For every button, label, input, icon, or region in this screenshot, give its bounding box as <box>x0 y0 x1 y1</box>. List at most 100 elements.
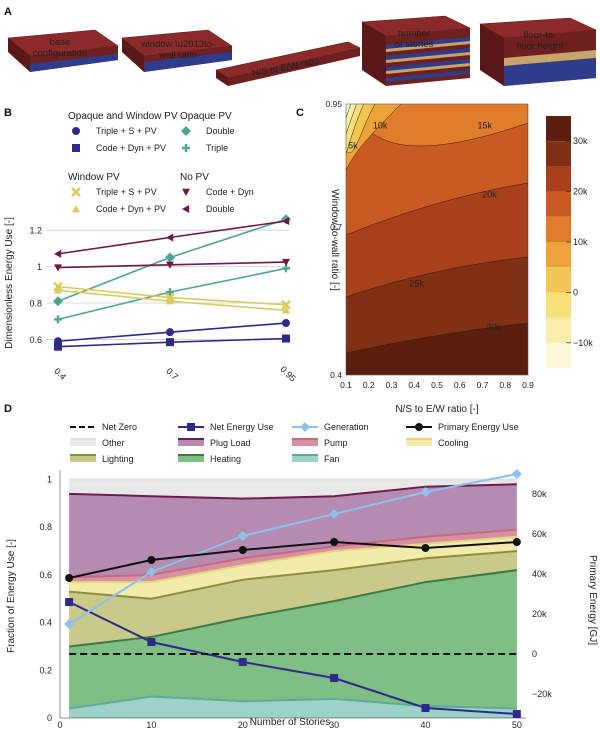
area-edge-heating <box>69 569 517 648</box>
y-axis-label: Dimensionless Energy Use [-] <box>4 217 15 349</box>
data-point-opaque-and-window-pv-code-dyn-pv-0 <box>54 342 62 351</box>
legend-marker-no-pv-code-dyn <box>182 188 190 196</box>
legend-label-opaque-and-window-pv-triple-s-pv: Triple + S + PV <box>96 126 157 136</box>
d-y2-tick-label-0: −20k <box>532 689 552 699</box>
panel-letter-a: A <box>4 6 12 18</box>
legend-marker-window-pv-code-dyn-pv <box>72 205 80 213</box>
d-y-tick-label-1: 0.2 <box>39 665 52 675</box>
legend-swatch-heating <box>178 455 204 462</box>
colorbar-tick-label-1: 0 <box>573 287 578 297</box>
colorbar-swatch-1 <box>546 317 571 343</box>
x-tick-label-2: 0.95 <box>278 364 297 383</box>
colorbar-swatch-8 <box>546 141 571 167</box>
c-x-tick-label-1: 0.2 <box>363 380 375 390</box>
data-point-generation-2 <box>237 531 248 541</box>
d-y-tick-label-5: 1 <box>47 475 52 485</box>
y-tick-label-2: 1 <box>37 262 42 272</box>
data-point-primary-energy-use-3 <box>330 538 339 546</box>
y-tick-label-1: 0.8 <box>29 299 42 309</box>
colorbar-tick-label-3: 20k <box>573 187 588 197</box>
building-label-4-line2: of stories <box>395 39 434 50</box>
d-y2-tick-label-2: 20k <box>532 609 547 619</box>
d-y2-tick-label-3: 40k <box>532 569 547 579</box>
panel-d-chart: Net Zero Net Energy Use Generation Primary … <box>6 422 598 730</box>
d-y2-tick-label-1: 0 <box>532 649 537 659</box>
c-x-axis-label: N/S to E/W ratio [-] <box>395 404 479 415</box>
colorbar-swatch-7 <box>546 166 571 192</box>
c-x-tick-label-3: 0.4 <box>408 380 420 390</box>
legend-label-no-pv-double: Double <box>206 204 235 214</box>
series-line-generation <box>68 473 518 625</box>
legend-marker-opaque-pv-triple <box>182 144 190 152</box>
data-point-primary-energy-use-1 <box>147 556 156 564</box>
legend-label-cooling: Cooling <box>438 438 469 448</box>
data-point-no-pv-double-0 <box>54 249 62 258</box>
building-label-5-line2: floor height <box>516 41 563 52</box>
data-point-generation-3 <box>329 509 340 519</box>
data-point-opaque-pv-double-0 <box>53 296 63 307</box>
c-y-tick-label-2: 0.95 <box>325 99 342 109</box>
d-y2-axis-label: Primary Energy [GJ] <box>587 555 598 645</box>
contour-label-1: 10k <box>373 121 388 131</box>
c-x-tick-label-4: 0.5 <box>431 380 443 390</box>
building-floor-height: floor-to- floor height <box>479 17 598 86</box>
legend-swatch-fan <box>292 455 318 462</box>
data-point-net-energy-use-1 <box>147 638 156 646</box>
legend-label-primary-energy-use: Primary Energy Use <box>438 422 519 432</box>
data-point-generation-5 <box>511 469 522 479</box>
d-y2-tick-label-5: 80k <box>532 489 547 499</box>
colorbar-swatch-4 <box>546 242 571 268</box>
y-tick-label-3: 1.2 <box>29 226 42 236</box>
colorbar-swatch-3 <box>546 267 571 293</box>
contour-label-0: 5k <box>348 140 358 150</box>
contour-label-3: 20k <box>482 190 497 200</box>
d-y-axis-label: Fraction of Energy Use [-] <box>6 539 17 653</box>
building-label-2-line1: window \u2013to- <box>140 39 215 50</box>
building-wwr: window \u2013to- wall ratio <box>121 29 233 72</box>
data-point-opaque-and-window-pv-triple-s-pv-1 <box>166 328 174 337</box>
colorbar-tick-label-2: 10k <box>573 237 588 247</box>
d-x-tick-label-5: 50 <box>512 720 522 730</box>
series-line-net-energy-use <box>68 601 517 715</box>
data-point-net-energy-use-2 <box>238 658 247 666</box>
legend-label-opaque-and-window-pv-code-dyn-pv: Code + Dyn + PV <box>96 143 166 153</box>
legend-marker-net-energy-use <box>187 423 195 431</box>
series-line-primary-energy-use <box>68 540 517 579</box>
contour-bands <box>346 104 528 375</box>
data-point-opaque-pv-triple-0 <box>54 315 62 324</box>
building-label-1-line2: configuration <box>33 48 87 59</box>
legend-label-fan: Fan <box>324 454 340 464</box>
legend-label-plug-load: Plug Load <box>210 438 251 448</box>
legend-label-other: Other <box>102 438 125 448</box>
legend-label-heating: Heating <box>210 454 241 464</box>
area-fan <box>69 696 517 718</box>
panel-letter-b: B <box>4 107 12 119</box>
c-x-tick-label-0: 0.1 <box>340 380 352 390</box>
data-point-generation-0 <box>64 619 75 629</box>
legend-label-opaque-pv-triple: Triple <box>206 143 228 153</box>
legend-marker-window-pv-triple-s-pv <box>71 187 81 197</box>
data-point-window-pv-triple-s-pv-2 <box>281 299 291 310</box>
area-edge-plug-load <box>69 483 517 500</box>
data-point-net-energy-use-4 <box>421 704 430 712</box>
data-point-opaque-and-window-pv-code-dyn-pv-1 <box>166 338 174 347</box>
c-x-tick-label-5: 0.6 <box>454 380 466 390</box>
data-point-opaque-and-window-pv-code-dyn-pv-2 <box>282 334 290 343</box>
data-point-window-pv-code-dyn-pv-1 <box>166 297 174 305</box>
panel-letter-d: D <box>4 403 12 415</box>
legend-swatch-plug-load <box>178 439 204 446</box>
d-x-axis-label: Number of Stories <box>250 717 331 728</box>
colorbar-swatch-6 <box>546 191 571 217</box>
legend-label-generation: Generation <box>324 422 369 432</box>
area-edge-fan <box>68 695 517 710</box>
c-y-axis-label: Window-to-wall ratio [-] <box>329 189 340 291</box>
data-point-no-pv-double-2 <box>282 217 290 226</box>
legend-label-net-zero: Net Zero <box>102 422 137 432</box>
d-y-tick-label-3: 0.6 <box>39 570 52 580</box>
y-tick-label-0: 0.6 <box>29 335 42 345</box>
data-point-net-energy-use-3 <box>330 674 339 682</box>
data-point-net-energy-use-5 <box>512 710 521 718</box>
data-point-opaque-and-window-pv-triple-s-pv-2 <box>282 319 290 328</box>
legend-swatch-other <box>70 439 96 446</box>
contour-label-4: 25k <box>409 278 424 288</box>
